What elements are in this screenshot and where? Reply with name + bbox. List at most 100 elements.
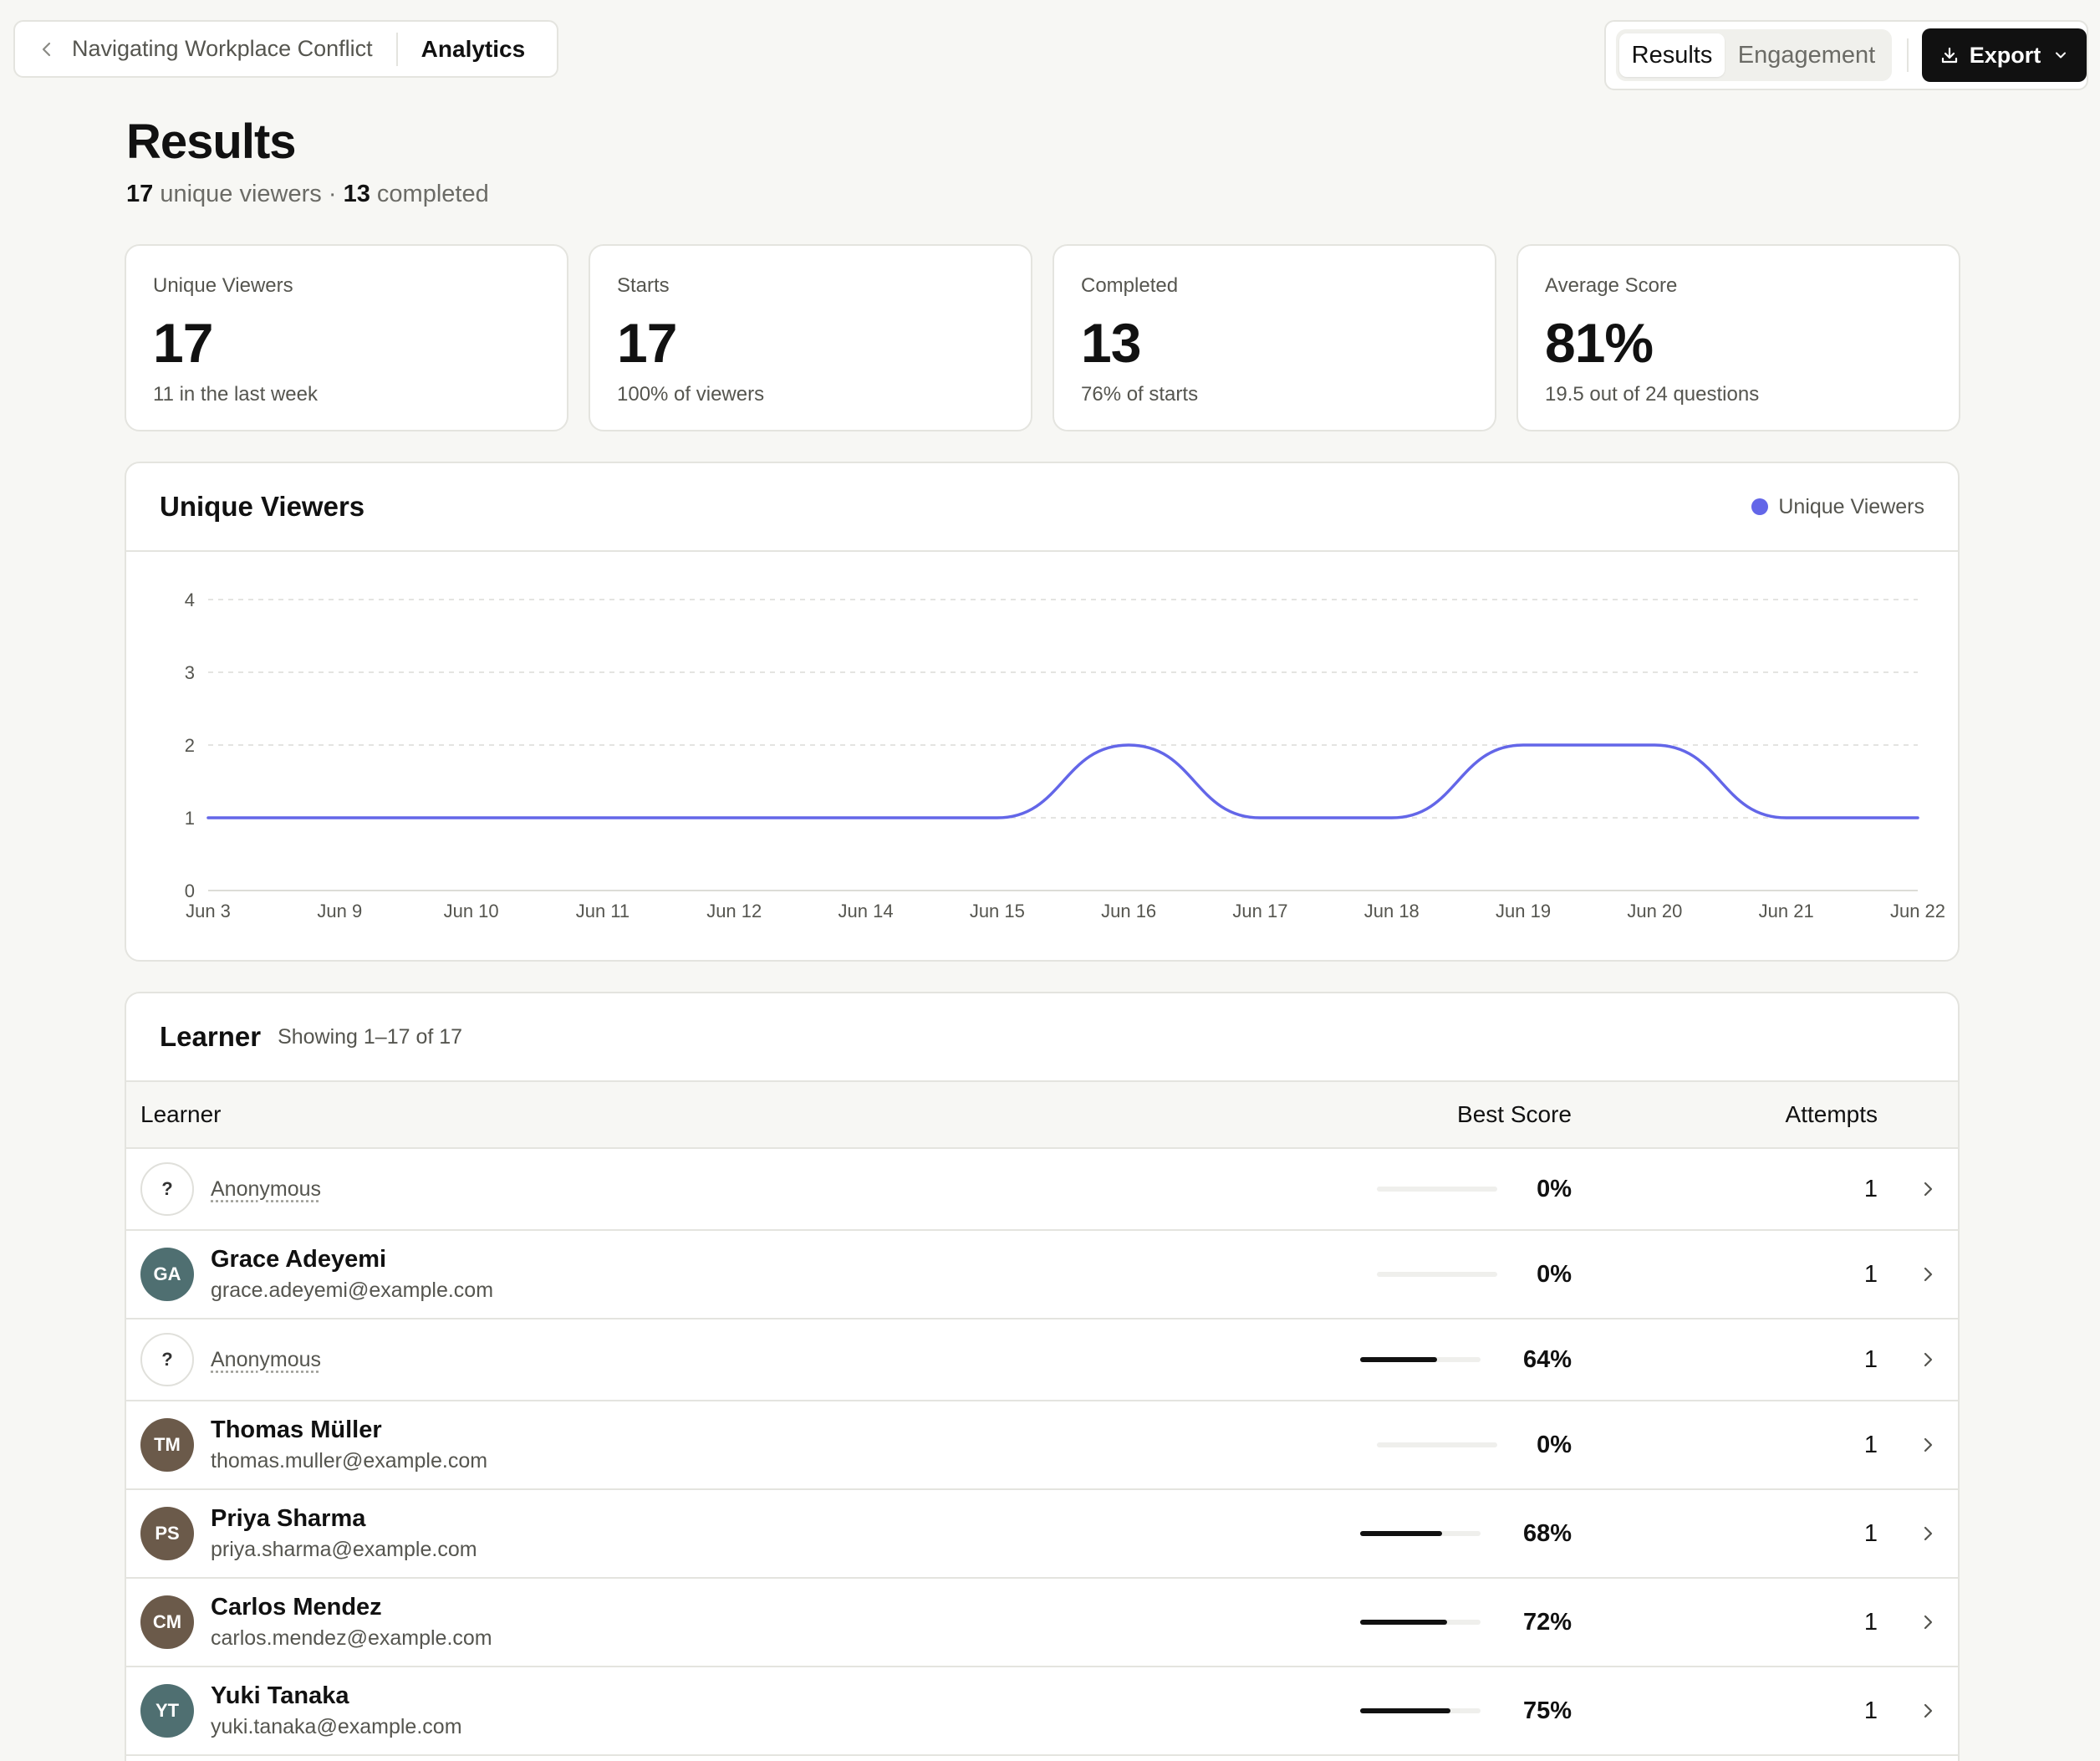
stat-note: 19.5 out of 24 questions	[1545, 383, 1760, 406]
back-link[interactable]: Navigating Workplace Conflict	[15, 22, 396, 76]
learner-info: Grace Adeyemi grace.adeyemi@example.com	[211, 1246, 493, 1303]
y-tick-label: 2	[185, 735, 195, 756]
avatar: PS	[140, 1507, 194, 1560]
avatar: ?	[140, 1162, 194, 1216]
learner-name: Thomas Müller	[211, 1416, 382, 1443]
stat-value: 13	[1081, 312, 1141, 374]
y-tick-label: 1	[185, 808, 195, 829]
stat-value: 17	[617, 312, 677, 374]
y-tick-label: 0	[185, 880, 195, 901]
learner-table-title: Learner	[160, 1021, 262, 1052]
chart-legend: Unique Viewers	[1751, 495, 1924, 519]
stat-label: Unique Viewers	[153, 274, 293, 297]
summary-separator: ·	[328, 181, 337, 207]
attempts-count: 1	[1863, 1431, 1878, 1458]
score-bar	[1377, 1442, 1497, 1447]
x-tick-label: Jun 16	[1101, 901, 1156, 921]
breadcrumb-divider	[395, 32, 398, 66]
score-bar-fill	[1360, 1531, 1442, 1536]
x-tick-label: Jun 22	[1890, 901, 1945, 921]
stat-note: 100% of viewers	[617, 383, 765, 406]
stat-label: Starts	[617, 274, 670, 297]
column-learner[interactable]: Learner	[140, 1101, 222, 1127]
attempts-count: 1	[1863, 1608, 1878, 1636]
stat-card-unique-viewers: Unique Viewers 17 11 in the last week	[125, 244, 568, 431]
table-row[interactable]: YT Yuki Tanaka yuki.tanaka@example.com 7…	[126, 1667, 1958, 1756]
tab-results[interactable]: Results	[1619, 33, 1725, 77]
stat-label: Average Score	[1545, 274, 1678, 297]
results-summary: 17 unique viewers · 13 completed	[126, 181, 489, 208]
learner-table-panel: Learner Showing 1–17 of 17 Learner Best …	[125, 992, 1960, 1761]
score-bar	[1377, 1272, 1497, 1277]
unique-viewers-line-chart: 0 1 2 3 4 Jun 3 Jun 9 Jun 10 Jun 11 Jun 12 Jun 14 J…	[185, 590, 1945, 921]
attempts-count: 1	[1863, 1519, 1878, 1547]
learner-email: carlos.mendez@example.com	[211, 1626, 492, 1650]
x-tick-label: Jun 20	[1627, 901, 1682, 921]
avatar: GA	[140, 1248, 194, 1301]
best-score: 0%	[1537, 1431, 1572, 1458]
column-attempts[interactable]: Attempts	[1785, 1101, 1878, 1127]
x-tick-label: Jun 17	[1232, 901, 1287, 921]
breadcrumb-current: Analytics	[421, 35, 526, 62]
download-icon	[1941, 47, 1957, 64]
learner-rows: ? Anonymous 0% 1 GA Grace Adeyemi grace.…	[126, 1149, 1958, 1756]
chart-header: Unique Viewers Unique Viewers	[126, 463, 1958, 552]
learner-info: Anonymous	[211, 1348, 321, 1372]
export-button[interactable]: Export	[1921, 28, 2087, 82]
table-row[interactable]: PS Priya Sharma priya.sharma@example.com…	[126, 1490, 1958, 1579]
stat-note: 76% of starts	[1081, 383, 1199, 406]
attempts-count: 1	[1863, 1697, 1878, 1724]
chevron-right-icon	[1924, 1267, 1933, 1282]
back-link-label: Navigating Workplace Conflict	[72, 36, 373, 61]
stat-note: 11 in the last week	[153, 383, 319, 406]
learner-email: thomas.muller@example.com	[211, 1449, 488, 1473]
learner-table-count: Showing 1–17 of 17	[278, 1024, 463, 1049]
chevron-left-icon	[42, 42, 51, 56]
score-bar-fill	[1360, 1708, 1450, 1713]
x-tick-label: Jun 3	[186, 901, 231, 921]
x-tick-label: Jun 15	[970, 901, 1025, 921]
chevron-right-icon	[1924, 1437, 1933, 1452]
learner-info: Carlos Mendez carlos.mendez@example.com	[211, 1594, 492, 1651]
learner-name: Carlos Mendez	[211, 1594, 382, 1621]
legend-swatch	[1751, 498, 1769, 515]
view-toggle: Results Engagement	[1616, 29, 1892, 81]
best-score: 0%	[1537, 1175, 1572, 1202]
learner-email: yuki.tanaka@example.com	[211, 1715, 462, 1738]
stat-card-completed: Completed 13 76% of starts	[1053, 244, 1496, 431]
table-row[interactable]: ? Anonymous 0% 1	[126, 1149, 1958, 1231]
tab-engagement[interactable]: Engagement	[1737, 41, 1876, 69]
attempts-count: 1	[1863, 1260, 1878, 1288]
column-best-score[interactable]: Best Score	[1457, 1101, 1572, 1127]
score-bar-fill	[1360, 1357, 1438, 1362]
table-row[interactable]: GA Grace Adeyemi grace.adeyemi@example.c…	[126, 1231, 1958, 1319]
x-tick-label: Jun 21	[1759, 901, 1814, 921]
x-tick-label: Jun 9	[317, 901, 362, 921]
completed-count: 13	[343, 181, 370, 207]
chevron-right-icon	[1924, 1352, 1933, 1367]
best-score: 68%	[1522, 1519, 1572, 1547]
unique-viewers-chart-panel: Unique Viewers Unique Viewers 0 1 2 3 4 Jun 3…	[125, 462, 1960, 962]
learner-email: grace.adeyemi@example.com	[211, 1279, 494, 1302]
x-tick-label: Jun 12	[706, 901, 762, 921]
avatar: CM	[140, 1595, 194, 1649]
table-row[interactable]: TM Thomas Müller thomas.muller@example.c…	[126, 1401, 1958, 1490]
chevron-right-icon	[1924, 1703, 1933, 1718]
score-bar-fill	[1360, 1620, 1447, 1625]
learner-info: Thomas Müller thomas.muller@example.com	[211, 1416, 487, 1473]
anonymous-label[interactable]: Anonymous	[211, 1347, 322, 1371]
table-row[interactable]: ? Anonymous 64% 1	[126, 1319, 1958, 1401]
anonymous-label[interactable]: Anonymous	[211, 1177, 322, 1201]
viewers-count: 17	[126, 181, 154, 207]
score-bar	[1377, 1187, 1497, 1192]
y-tick-label: 3	[185, 662, 195, 683]
learner-table-header: Learner Showing 1–17 of 17	[126, 993, 1958, 1082]
chevron-right-icon	[1924, 1615, 1933, 1630]
stat-card-starts: Starts 17 100% of viewers	[589, 244, 1032, 431]
x-tick-label: Jun 11	[576, 901, 629, 921]
stat-value: 81%	[1545, 312, 1654, 374]
score-bar	[1360, 1531, 1481, 1536]
table-row[interactable]: CM Carlos Mendez carlos.mendez@example.c…	[126, 1579, 1958, 1667]
stat-label: Completed	[1081, 274, 1179, 297]
chevron-down-icon	[2056, 52, 2067, 59]
